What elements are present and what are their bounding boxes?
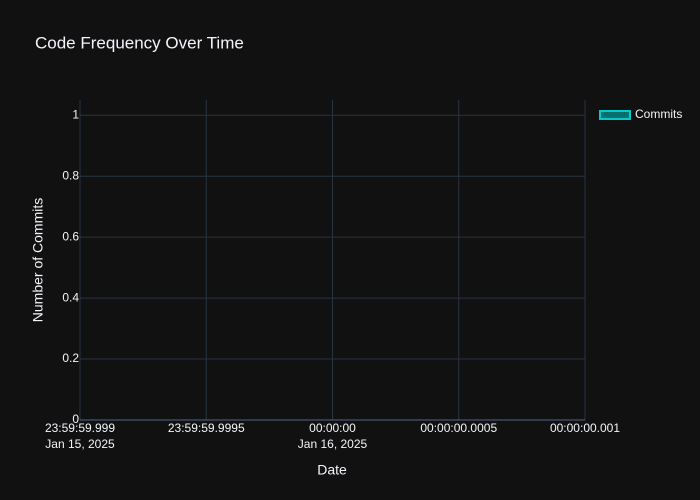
x-tick-label: 00:00:00.001 bbox=[550, 421, 620, 435]
y-axis-title: Number of Commits bbox=[30, 198, 46, 322]
x-tick-sublabel: Jan 16, 2025 bbox=[298, 437, 368, 451]
y-tick-label: 0.2 bbox=[62, 351, 79, 365]
y-tick-label: 0.8 bbox=[62, 168, 79, 182]
legend-label: Commits bbox=[635, 107, 682, 121]
x-axis-title: Date bbox=[317, 462, 347, 478]
y-tick-label: 0 bbox=[72, 412, 79, 426]
x-tick-label: 00:00:00.0005 bbox=[420, 421, 497, 435]
chart-title: Code Frequency Over Time bbox=[35, 33, 244, 52]
x-tick-label: 23:59:59.9995 bbox=[168, 421, 245, 435]
x-tick-sublabel: Jan 15, 2025 bbox=[45, 437, 115, 451]
y-tick-label: 0.4 bbox=[62, 290, 79, 304]
x-tick-label: 23:59:59.999 bbox=[45, 421, 115, 435]
y-tick-label: 1 bbox=[72, 107, 79, 121]
x-tick-label: 00:00:00 bbox=[309, 421, 356, 435]
y-tick-label: 0.6 bbox=[62, 229, 79, 243]
legend-swatch bbox=[599, 110, 631, 120]
